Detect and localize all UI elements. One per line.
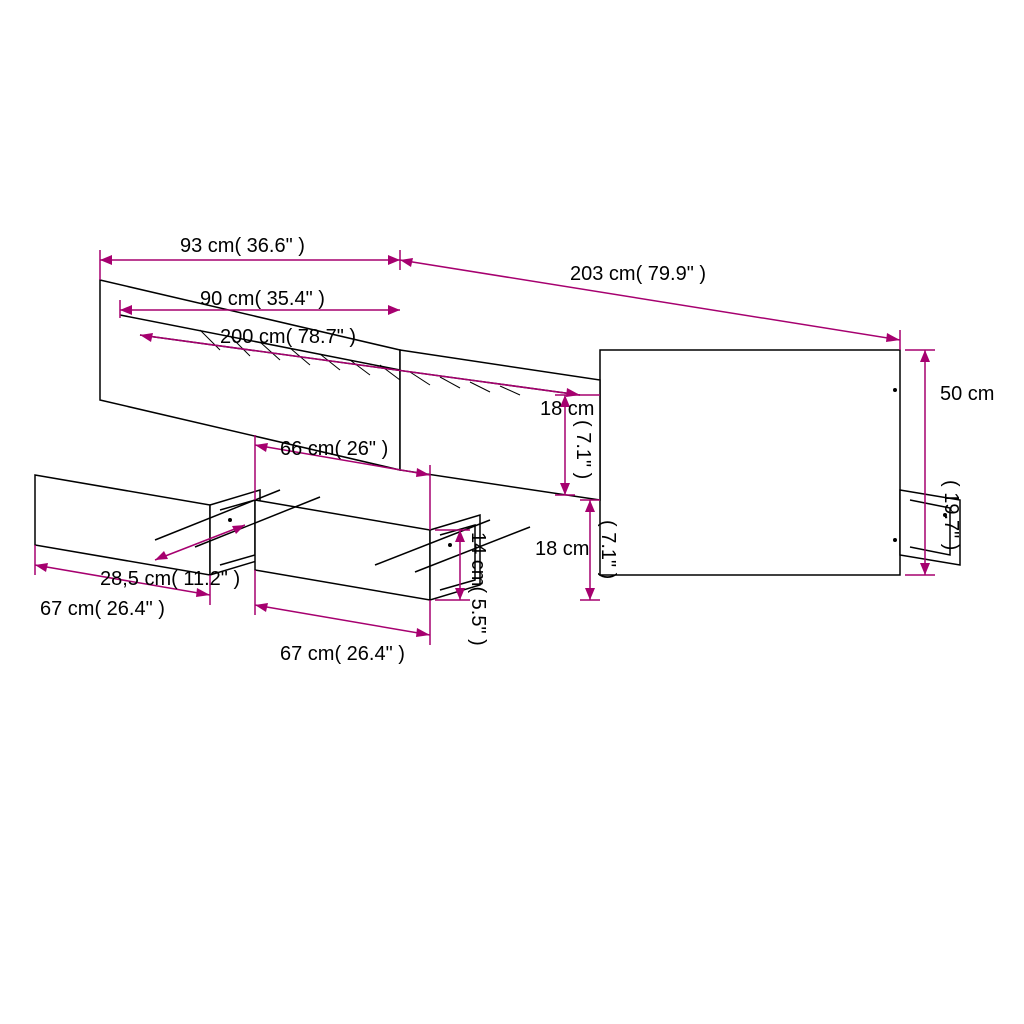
label-93: 93 cm( 36.6" ) — [180, 235, 305, 257]
label-50a: 50 cm — [940, 383, 994, 405]
drawer-middle — [255, 500, 480, 600]
label-67-2: 67 cm( 26.4" ) — [280, 643, 405, 665]
footboard-panel — [600, 350, 900, 575]
label-66: 66 cm( 26" ) — [280, 438, 388, 460]
dimension-diagram: 93 cm( 36.6" ) 203 cm( 79.9" ) 90 cm( 35… — [0, 0, 1024, 1024]
label-203: 203 cm( 79.9" ) — [570, 263, 706, 285]
dim-203: 203 cm( 79.9" ) — [400, 258, 900, 350]
label-50b: ( 19.7" ) — [940, 480, 962, 550]
label-18-1b: ( 7.1" ) — [572, 420, 594, 479]
label-18-2b: ( 7.1" ) — [597, 520, 619, 579]
label-285: 28,5 cm( 11.2" ) — [100, 568, 240, 590]
label-90: 90 cm( 35.4" ) — [200, 288, 325, 310]
label-18-2a: 18 cm — [535, 538, 589, 560]
drawer-left — [35, 475, 260, 575]
label-14: 14 cm( 5.5" ) — [467, 532, 489, 646]
dim-93: 93 cm( 36.6" ) — [100, 235, 400, 280]
label-67-1: 67 cm( 26.4" ) — [40, 598, 165, 620]
label-18-1a: 18 cm — [540, 398, 594, 420]
label-200: 200 cm( 78.7" ) — [220, 326, 356, 348]
